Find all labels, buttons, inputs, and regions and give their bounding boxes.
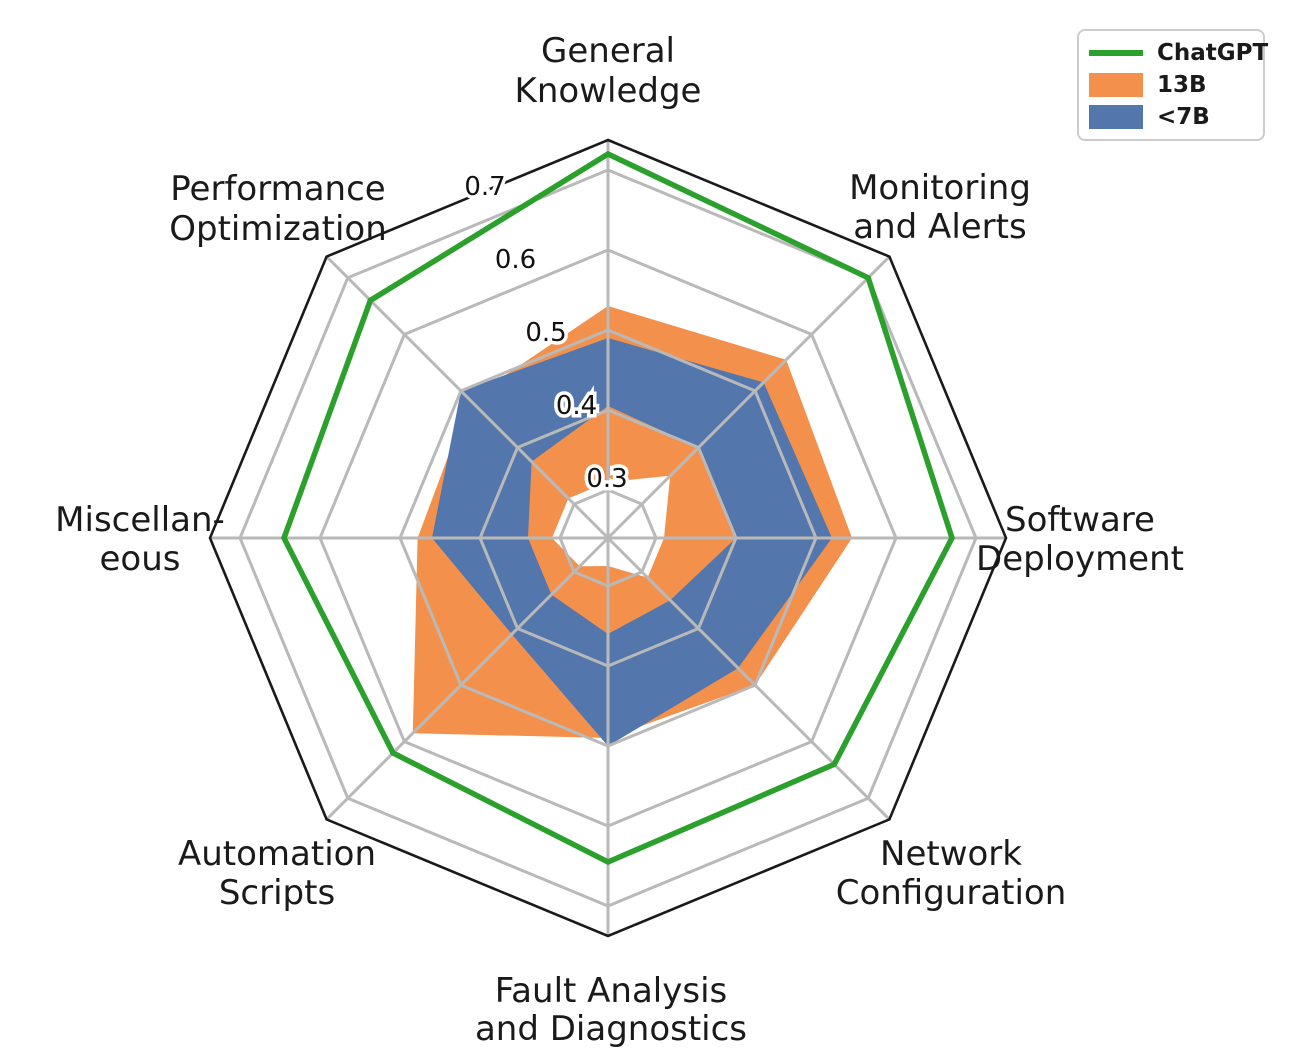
category-label: Automation — [178, 834, 376, 874]
category-label: Scripts — [219, 873, 335, 913]
radial-tick-label: 0.6 — [495, 245, 536, 275]
category-label: Configuration — [836, 873, 1067, 913]
category-label: Fault Analysis — [495, 971, 728, 1011]
category-label: Knowledge — [515, 71, 702, 111]
legend-swatch — [1089, 50, 1143, 56]
radial-tick-labels: 0.3 0.4 0.5 0.6 0.7 — [461, 169, 631, 498]
category-label: Software — [1005, 500, 1155, 540]
axis-spoke — [325, 536, 610, 821]
axis-spoke — [606, 255, 891, 540]
radial-tick-label: 0.5 — [525, 318, 566, 348]
legend-swatch — [1089, 73, 1143, 97]
legend: ChatGPT 13B <7B — [1077, 29, 1268, 141]
category-label: Optimization — [169, 209, 387, 249]
legend-label: ChatGPT — [1157, 40, 1269, 66]
outer-boundary — [208, 138, 1008, 938]
polar-grid — [210, 140, 1006, 936]
legend-label: 13B — [1157, 72, 1207, 98]
category-label: eous — [100, 539, 181, 579]
category-label: Monitoring — [849, 168, 1031, 208]
outer-polygon — [208, 138, 1008, 938]
category-label: Performance — [170, 169, 385, 209]
radial-tick-label: 0.3 — [586, 464, 627, 494]
radial-tick-label: 0.7 — [464, 172, 505, 202]
legend-item-chatgpt: ChatGPT — [1089, 38, 1268, 68]
category-label: and Alerts — [853, 207, 1026, 247]
axis-spoke — [606, 536, 891, 821]
band-fills — [412, 306, 852, 746]
radial-tick-label: 0.4 — [556, 391, 597, 421]
category-label: and Diagnostics — [475, 1009, 747, 1049]
axis-spoke — [325, 255, 610, 540]
legend-swatch — [1089, 105, 1143, 129]
legend-item-13b: 13B — [1089, 70, 1253, 100]
legend-label: <7B — [1157, 104, 1210, 130]
category-label: General — [541, 31, 675, 71]
chatgpt-line — [281, 150, 955, 866]
category-label: Network — [880, 834, 1022, 874]
line-series — [281, 150, 955, 866]
legend-item-7b: <7B — [1089, 102, 1253, 132]
category-label: Miscellan- — [55, 500, 225, 540]
category-label: Deployment — [976, 539, 1184, 579]
